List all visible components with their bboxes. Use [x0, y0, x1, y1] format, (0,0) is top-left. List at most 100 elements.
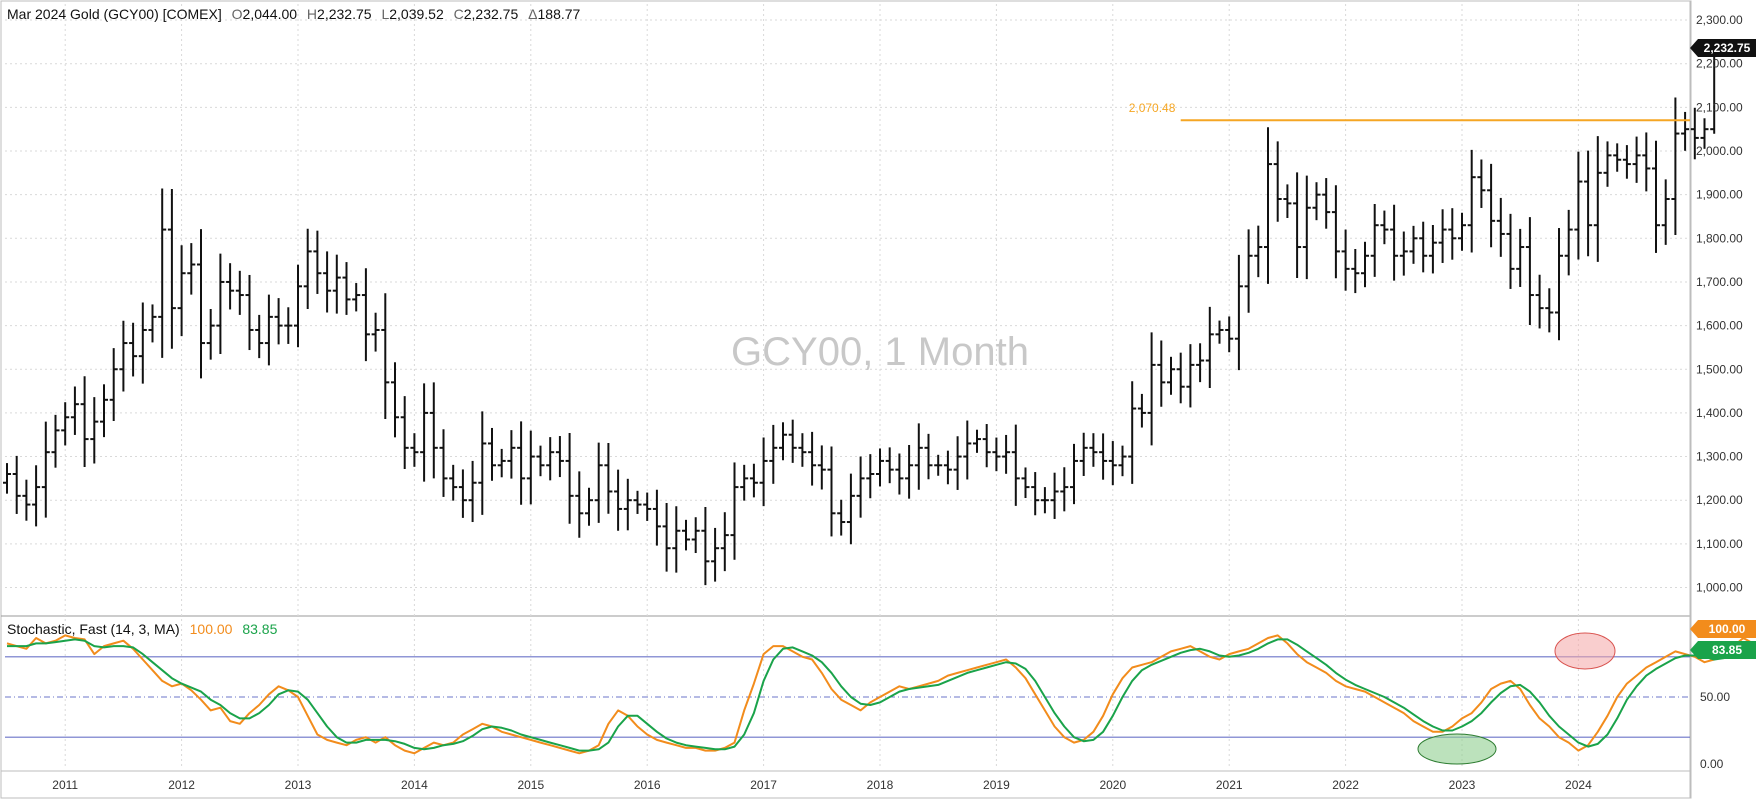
ohlc-bar — [1438, 209, 1447, 263]
ohlc-bar — [526, 430, 535, 505]
ohlc-bar — [1380, 210, 1389, 245]
ohlc-bar — [1448, 208, 1457, 260]
ohlc-bar — [643, 492, 652, 521]
price-tick-label: 1,700.00 — [1696, 275, 1743, 289]
stoch-k-tag: 100.00 — [1690, 620, 1756, 638]
ohlc-bars — [3, 48, 1719, 586]
ohlc-bar — [284, 307, 293, 344]
ohlc-bar — [1351, 248, 1360, 294]
ohlc-bar — [585, 487, 593, 526]
price-tick-label: 1,400.00 — [1696, 406, 1743, 420]
ohlc-bar — [1205, 306, 1214, 389]
ohlc-bar — [109, 348, 118, 421]
time-tick-label: 2013 — [285, 778, 312, 792]
ohlc-bar — [226, 263, 235, 310]
ohlc-bar — [1632, 136, 1641, 183]
ohlc-bar — [1273, 141, 1282, 222]
price-tick-label: 1,000.00 — [1696, 581, 1743, 595]
ohlc-bar — [1361, 241, 1369, 288]
price-tick-label: 1,200.00 — [1696, 493, 1743, 507]
ohlc-bar — [517, 421, 526, 505]
stoch-tick-label: 50.00 — [1700, 690, 1730, 704]
ohlc-bar — [730, 462, 739, 560]
ohlc-bar — [100, 384, 108, 438]
stoch-d-value: 83.85 — [242, 621, 277, 637]
ohlc-bar — [1603, 141, 1612, 187]
price-tick-label: 1,500.00 — [1696, 362, 1743, 376]
ohlc-bar — [22, 479, 31, 521]
ohlc-bar — [1264, 127, 1272, 284]
ohlc-bar — [846, 473, 855, 545]
time-tick-label: 2020 — [1099, 778, 1126, 792]
time-tick-label: 2011 — [52, 778, 78, 792]
ohlc-bar — [623, 478, 632, 531]
ohlc-bar — [1108, 441, 1117, 486]
ohlc-bar — [51, 414, 60, 468]
ohlc-bar — [1487, 163, 1496, 248]
ohlc-bar — [1031, 472, 1040, 516]
ohlc-bar — [1690, 107, 1699, 160]
ohlc-bar — [61, 402, 70, 446]
time-tick-label: 2014 — [401, 778, 428, 792]
ohlc-bar — [1496, 197, 1505, 257]
close-key: C — [454, 6, 464, 22]
ohlc-bar — [934, 454, 943, 476]
stoch-header: Stochastic, Fast (14, 3, MA) 100.00 83.8… — [7, 621, 278, 637]
ohlc-bar — [1458, 212, 1466, 251]
time-tick-label: 2015 — [517, 778, 544, 792]
ohlc-bar — [1399, 231, 1408, 276]
price-tick-label: 1,300.00 — [1696, 450, 1743, 464]
ohlc-bar — [1467, 149, 1476, 253]
ohlc-bar — [332, 254, 341, 314]
ohlc-bar — [1225, 316, 1234, 353]
ohlc-bar — [895, 453, 904, 495]
time-tick-label: 2023 — [1449, 778, 1476, 792]
ohlc-bar — [1283, 184, 1292, 219]
ohlc-bar — [400, 396, 409, 469]
ohlc-bar — [808, 431, 817, 486]
price-tick-label: 1,100.00 — [1696, 537, 1743, 551]
ohlc-bar — [255, 314, 264, 359]
ohlc-bar — [1312, 182, 1321, 221]
ohlc-bar — [1370, 204, 1379, 277]
price-tick-label: 2,200.00 — [1696, 57, 1743, 71]
ohlc-bar — [769, 424, 778, 484]
ohlc-bar — [197, 229, 205, 379]
price-tick-label: 1,900.00 — [1696, 188, 1743, 202]
ohlc-bar — [1215, 320, 1224, 344]
price-tick-label: 2,100.00 — [1696, 100, 1743, 114]
ohlc-bar — [235, 270, 244, 315]
ohlc-bar — [12, 455, 21, 514]
open-value: 2,044.00 — [243, 6, 298, 22]
ohlc-bar — [1118, 445, 1127, 477]
ohlc-bar — [1652, 140, 1660, 253]
ohlc-bar — [1089, 433, 1098, 467]
ohlc-bar — [497, 448, 506, 478]
ohlc-bar — [1584, 150, 1593, 257]
time-tick-label: 2017 — [750, 778, 777, 792]
change-key: Δ — [528, 6, 537, 22]
ohlc-bar — [856, 456, 865, 518]
ohlc-bar — [779, 422, 787, 461]
last-price-tag-shape — [1690, 39, 1756, 57]
ohlc-bar — [323, 251, 332, 313]
ohlc-bar — [1428, 224, 1437, 274]
ohlc-bar — [410, 433, 419, 467]
ohlc-bar — [1254, 225, 1263, 278]
ohlc-bar — [274, 298, 283, 345]
ohlc-bar — [973, 429, 981, 453]
ohlc-bar — [1574, 151, 1583, 260]
ohlc-bar — [119, 320, 128, 392]
ohlc-bar — [1642, 132, 1651, 192]
stoch-d-tag-shape — [1690, 641, 1756, 659]
ohlc-bar — [439, 429, 448, 497]
ohlc-bar — [1293, 172, 1302, 279]
header-ohlc: Mar 2024 Gold (GCY00) [COMEX] O2,044.00 … — [7, 6, 581, 22]
ohlc-bar — [1244, 229, 1253, 313]
ohlc-bar — [313, 230, 322, 294]
ohlc-bar — [206, 309, 215, 360]
high-value: 2,232.75 — [317, 6, 372, 22]
ohlc-bar — [691, 517, 700, 554]
stoch-d-tag-label: 83.85 — [1712, 643, 1742, 657]
